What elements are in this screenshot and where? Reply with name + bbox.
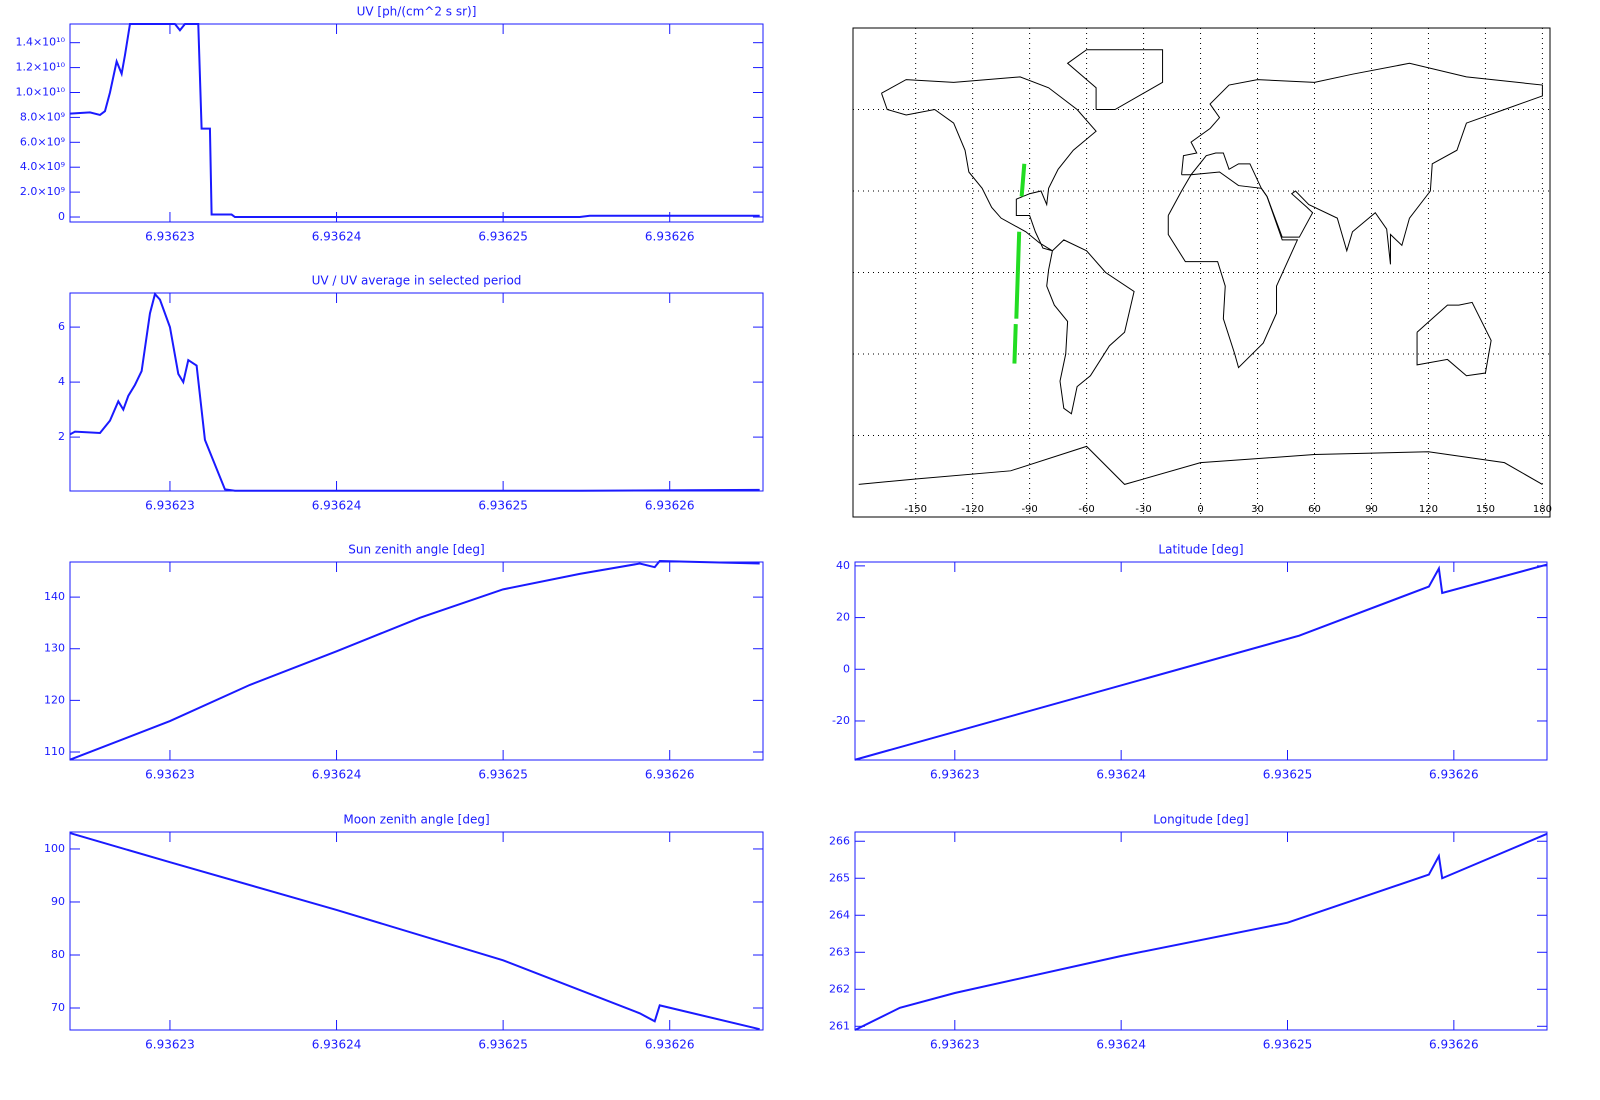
y-tick-label: 2.0×10⁹ <box>20 185 65 198</box>
x-tick-label: 6.93625 <box>1263 768 1313 782</box>
y-tick-label: 0 <box>58 210 65 223</box>
plot-frame <box>854 561 1548 761</box>
ground-track <box>1012 163 1027 364</box>
x-tick-label: 150 <box>1476 504 1495 515</box>
y-tick-label: 6 <box>58 320 65 333</box>
antarctica <box>859 446 1543 484</box>
x-tick-label: 6.93623 <box>145 768 195 782</box>
x-tick-label: 6.93624 <box>312 499 362 513</box>
x-tick-label: -150 <box>904 504 927 515</box>
chart-title: Latitude [deg] <box>1158 543 1243 557</box>
plot-frame <box>69 831 764 1031</box>
x-tick-label: -30 <box>1135 504 1151 515</box>
x-tick-label: 6.93626 <box>645 1038 695 1052</box>
y-tick-label: 1.0×10¹⁰ <box>15 85 65 98</box>
y-tick-label: 1.2×10¹⁰ <box>15 61 65 74</box>
y-tick-label: 80 <box>51 948 65 961</box>
chart-title: UV / UV average in selected period <box>312 274 522 288</box>
coastlines <box>859 50 1543 485</box>
y-tick-label: 90 <box>51 895 65 908</box>
y-tick-label: 261 <box>829 1019 850 1032</box>
data-line <box>69 292 760 492</box>
chart-title: Longitude [deg] <box>1153 813 1248 827</box>
africa <box>1168 172 1297 368</box>
y-tick-label: 2 <box>58 430 65 443</box>
x-tick-label: 6.93624 <box>1096 768 1146 782</box>
data-line <box>854 563 1548 761</box>
north-america <box>881 77 1096 251</box>
y-tick-label: 4.0×10⁹ <box>20 160 65 173</box>
x-tick-label: 30 <box>1251 504 1264 515</box>
x-tick-label: 6.93624 <box>312 768 362 782</box>
data-line <box>69 23 760 219</box>
y-tick-label: 6.0×10⁹ <box>20 135 65 148</box>
chart-title: UV [ph/(cm^2 s sr)] <box>357 5 477 19</box>
x-tick-label: 6.93625 <box>478 1038 528 1052</box>
x-tick-label: -120 <box>961 504 984 515</box>
x-tick-label: 6.93626 <box>645 230 695 244</box>
south-america <box>1047 240 1134 414</box>
x-tick-label: -60 <box>1078 504 1094 515</box>
data-line <box>854 832 1548 1031</box>
y-tick-label: 263 <box>829 945 850 958</box>
x-tick-label: 6.93625 <box>478 230 528 244</box>
y-tick-label: 264 <box>829 908 850 921</box>
y-tick-label: 266 <box>829 834 850 847</box>
plot-frame <box>69 561 764 761</box>
x-tick-label: 6.93623 <box>145 1038 195 1052</box>
x-tick-label: 180 <box>1533 504 1552 515</box>
map-frame <box>852 27 1551 518</box>
x-tick-label: 6.93625 <box>478 499 528 513</box>
x-tick-label: 6.93624 <box>312 230 362 244</box>
y-tick-label: 100 <box>44 842 65 855</box>
x-tick-label: 6.93623 <box>145 230 195 244</box>
y-tick-label: 70 <box>51 1001 65 1014</box>
data-line <box>69 559 760 761</box>
x-tick-label: 6.93626 <box>645 499 695 513</box>
x-tick-label: -90 <box>1021 504 1037 515</box>
greenland <box>1068 50 1163 110</box>
y-tick-label: -20 <box>832 714 850 727</box>
australia <box>1417 302 1491 375</box>
x-tick-label: 0 <box>1197 504 1203 515</box>
plot-frame <box>854 831 1548 1031</box>
x-tick-label: 6.93624 <box>1096 1038 1146 1052</box>
y-tick-label: 110 <box>44 745 65 758</box>
chart-title: Sun zenith angle [deg] <box>348 543 484 557</box>
y-tick-label: 1.4×10¹⁰ <box>15 36 65 49</box>
x-tick-label: 6.93626 <box>645 768 695 782</box>
x-tick-label: 6.93625 <box>1263 1038 1313 1052</box>
x-tick-label: 6.93626 <box>1429 768 1479 782</box>
x-tick-label: 6.93623 <box>930 1038 980 1052</box>
x-tick-label: 90 <box>1365 504 1378 515</box>
x-tick-label: 6.93623 <box>145 499 195 513</box>
y-tick-label: 265 <box>829 871 850 884</box>
y-tick-label: 4 <box>58 375 65 388</box>
y-tick-label: 130 <box>44 642 65 655</box>
y-tick-label: 40 <box>836 559 850 572</box>
x-tick-label: 6.93624 <box>312 1038 362 1052</box>
y-tick-label: 0 <box>843 662 850 675</box>
y-tick-label: 20 <box>836 611 850 624</box>
x-tick-label: 6.93623 <box>930 768 980 782</box>
y-tick-label: 8.0×10⁹ <box>20 110 65 123</box>
y-tick-label: 140 <box>44 590 65 603</box>
x-tick-label: 6.93626 <box>1429 1038 1479 1052</box>
x-tick-label: 120 <box>1419 504 1438 515</box>
plot-frame <box>69 292 764 492</box>
chart-title: Moon zenith angle [deg] <box>343 813 489 827</box>
x-tick-label: 6.93625 <box>478 768 528 782</box>
eurasia <box>1182 63 1543 264</box>
plot-frame <box>69 23 764 223</box>
y-tick-label: 120 <box>44 693 65 706</box>
y-tick-label: 262 <box>829 982 850 995</box>
data-line <box>69 832 760 1031</box>
x-tick-label: 60 <box>1308 504 1321 515</box>
